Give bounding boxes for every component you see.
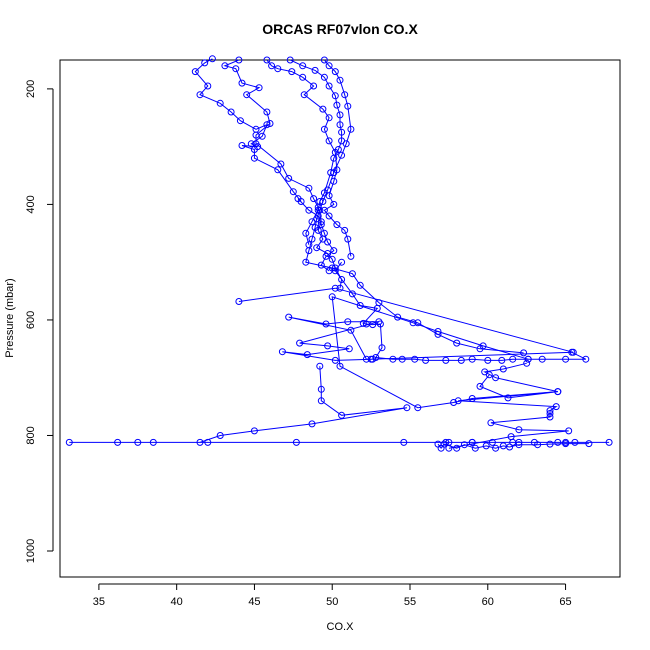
- x-tick-label: 45: [248, 596, 260, 608]
- x-axis: 35 40 45 50 55 60 65: [93, 584, 572, 608]
- series-line: [195, 59, 333, 271]
- data-series: [66, 363, 612, 445]
- series-line: [306, 60, 524, 353]
- x-tick-label: 55: [404, 596, 416, 608]
- plot-area: [66, 56, 612, 451]
- series-line: [69, 366, 609, 442]
- plot-frame: [60, 60, 620, 577]
- chart-title: ORCAS RF07vlon CO.X: [262, 21, 418, 37]
- y-axis: 200 400 600 800 1000: [25, 80, 53, 564]
- data-series: [446, 372, 572, 451]
- x-tick-label: 40: [171, 596, 183, 608]
- y-tick-label: 200: [25, 80, 37, 98]
- y-tick-label: 400: [25, 195, 37, 213]
- y-tick-label: 600: [25, 311, 37, 329]
- x-tick-label: 50: [326, 596, 338, 608]
- data-series: [236, 285, 576, 363]
- x-tick-label: 65: [559, 596, 571, 608]
- data-series: [222, 57, 345, 291]
- y-axis-label: Pressure (mbar): [4, 278, 16, 357]
- series-line: [449, 375, 569, 448]
- data-series: [332, 259, 589, 363]
- x-axis-label: CO.X: [327, 621, 355, 633]
- series-line: [332, 297, 558, 408]
- x-tick-label: 35: [93, 596, 105, 608]
- y-tick-label: 800: [25, 426, 37, 444]
- x-tick-label: 60: [482, 596, 494, 608]
- y-tick-label: 1000: [25, 539, 37, 563]
- data-series: [287, 57, 344, 248]
